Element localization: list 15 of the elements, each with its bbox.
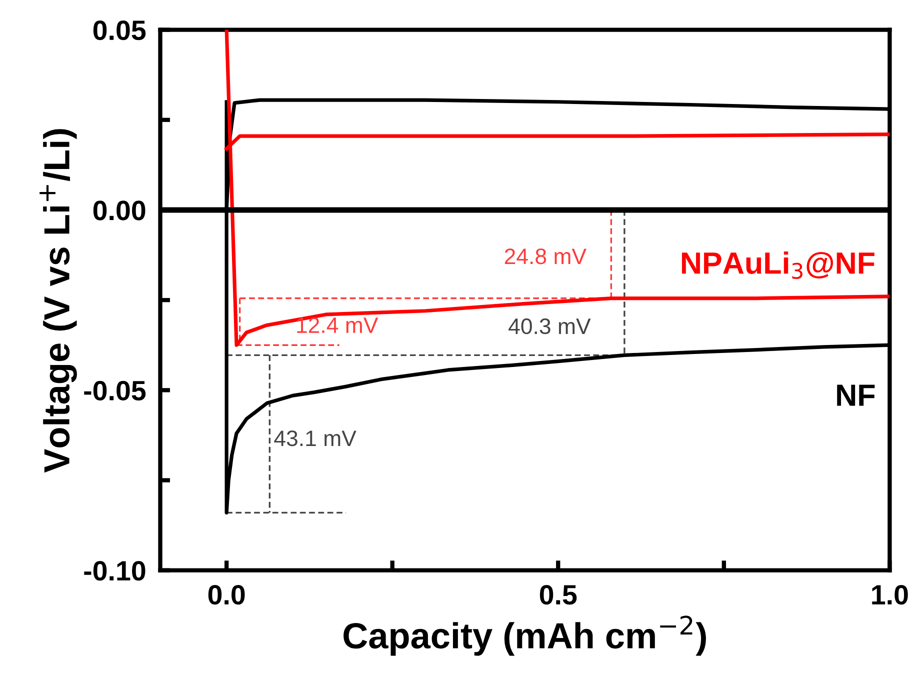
y-tick-label: -0.10	[84, 561, 146, 581]
y-tick-label: 0.00	[93, 200, 146, 220]
annotation: 24.8 mV	[504, 248, 586, 264]
x-axis-title: Capacity (mAh cm$^{−2}$)	[344, 616, 706, 656]
series-label: NF	[837, 384, 875, 406]
y-tick-label: -0.05	[84, 380, 146, 400]
x-tick-label: 1.0	[872, 584, 908, 605]
annotation: 43.1 mV	[274, 430, 356, 446]
x-tick-label: 0.5	[540, 584, 577, 605]
y-tick-label: 0.05	[93, 20, 146, 40]
series-label: NPAuLi$_{3}$@NF	[682, 252, 874, 279]
annotation: 12.4 mV	[297, 317, 378, 333]
y-axis-title: Voltage (V vs Li$^{+}$/Li)	[40, 129, 77, 473]
annotation: 40.3 mV	[508, 318, 591, 334]
x-tick-label: 0.0	[208, 584, 245, 605]
